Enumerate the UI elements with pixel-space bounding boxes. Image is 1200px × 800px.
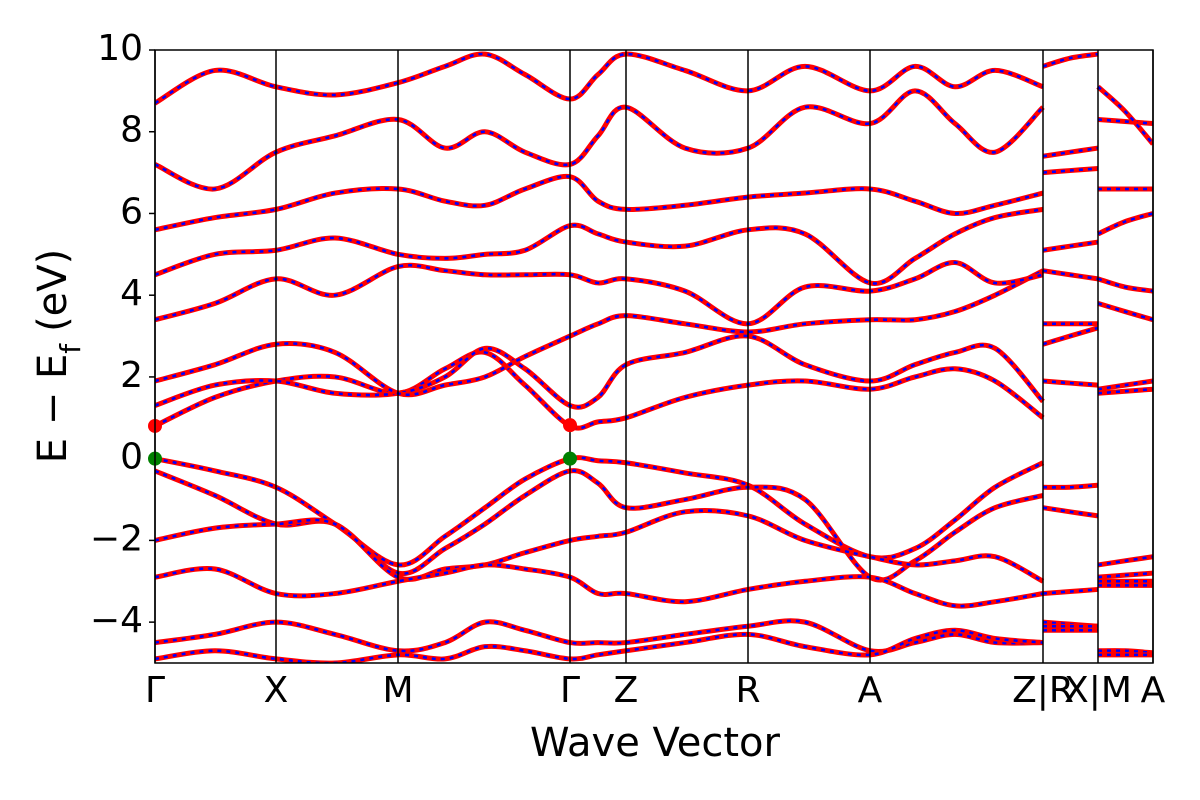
band-line-dashed	[155, 167, 1153, 232]
y-tick-label: −2	[90, 518, 143, 559]
band-line-dashed	[155, 52, 1153, 145]
band-line-dashed	[155, 563, 1153, 628]
y-tick-label: 0	[120, 437, 143, 478]
plot-frame	[154, 49, 1154, 664]
y-tick-label: 8	[120, 110, 143, 151]
band-line	[155, 508, 1153, 597]
x-tick-label: Z	[614, 670, 639, 711]
x-tick-label: Z|R	[1012, 670, 1074, 711]
x-tick-label: Γ	[145, 670, 165, 711]
x-tick-label: M	[382, 670, 413, 711]
y-tick-label: −4	[90, 600, 143, 641]
y-axis-label: E − Ef (eV)	[30, 249, 87, 464]
band-line	[155, 468, 1153, 583]
x-tick-label: A	[1141, 670, 1166, 711]
x-axis-label: Wave Vector	[530, 720, 781, 766]
band-line	[155, 349, 1153, 431]
x-tick-label: R	[735, 670, 760, 711]
y-tick-label: 6	[120, 191, 143, 232]
band-line	[155, 325, 1153, 410]
band-line-dashed	[155, 509, 1153, 595]
band-line	[155, 455, 1153, 568]
band-line-dashed	[155, 261, 1153, 326]
y-label-unit: (eV)	[30, 249, 76, 332]
y-tick-label: 4	[120, 273, 143, 314]
band-line-dashed	[155, 629, 1153, 663]
cbm-marker	[563, 418, 577, 433]
y-tick-label: 10	[97, 28, 143, 69]
band-line-dashed	[155, 469, 1153, 582]
plot-area	[155, 51, 1153, 663]
band-line-dashed	[155, 619, 1153, 655]
band-line-dashed	[155, 89, 1153, 191]
x-tick-label: X|M	[1064, 670, 1132, 711]
band-line-dashed	[155, 208, 1153, 285]
band-line	[155, 166, 1153, 233]
y-tick-label: 2	[120, 355, 143, 396]
band-line-dashed	[155, 269, 1153, 396]
band-line	[155, 88, 1153, 192]
vbm-marker	[563, 451, 577, 466]
band-line	[155, 51, 1153, 146]
band-line-dashed	[155, 350, 1153, 430]
x-tick-label: X	[264, 670, 289, 711]
band-line-dashed	[155, 456, 1153, 567]
x-tick-label: Γ	[560, 670, 580, 711]
y-label-sub: f	[54, 343, 87, 354]
band-line-dashed	[155, 326, 1153, 409]
x-tick-label: A	[858, 670, 883, 711]
y-label-main: E − E	[30, 354, 76, 464]
